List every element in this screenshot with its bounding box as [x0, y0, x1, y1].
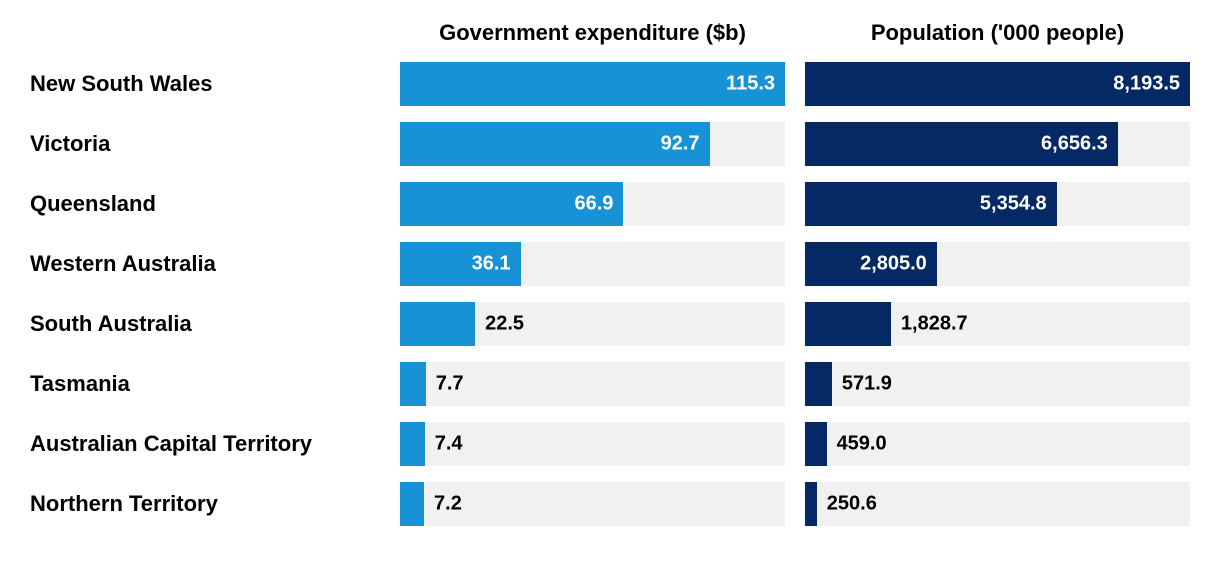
- series-header: Population ('000 people): [805, 20, 1190, 62]
- bar-fill: [400, 362, 426, 406]
- bar-fill: [805, 302, 891, 346]
- bar-value: 459.0: [837, 433, 887, 456]
- row-label: New South Wales: [30, 62, 380, 106]
- bar-value: 22.5: [485, 313, 524, 336]
- bar-value: 571.9: [842, 373, 892, 396]
- bar-value: 6,656.3: [1041, 133, 1118, 156]
- bar-value: 5,354.8: [980, 193, 1057, 216]
- bar-value: 7.7: [436, 373, 464, 396]
- row-label: South Australia: [30, 302, 380, 346]
- row-label: Northern Territory: [30, 482, 380, 526]
- bar-fill: [400, 482, 424, 526]
- bar-cell: 5,354.8: [805, 182, 1190, 226]
- bar-fill: [400, 302, 475, 346]
- bar-cell: 92.7: [400, 122, 785, 166]
- bar-fill: [805, 422, 827, 466]
- bar-value: 250.6: [827, 493, 877, 516]
- bar-cell: 8,193.5: [805, 62, 1190, 106]
- bar-cell: 7.4: [400, 422, 785, 466]
- bar-cell: 7.2: [400, 482, 785, 526]
- bar-cell: 571.9: [805, 362, 1190, 406]
- label-column-header: [30, 20, 380, 62]
- row-label: Victoria: [30, 122, 380, 166]
- bar-cell: 115.3: [400, 62, 785, 106]
- bar-value: 8,193.5: [1113, 73, 1190, 96]
- bar-cell: 66.9: [400, 182, 785, 226]
- bar-cell: 7.7: [400, 362, 785, 406]
- bar-value: 115.3: [726, 73, 785, 96]
- state-comparison-chart: Government expenditure ($b) Population ('…: [30, 20, 1190, 542]
- bar-cell: 36.1: [400, 242, 785, 286]
- bar-value: 7.2: [434, 493, 462, 516]
- row-label: Queensland: [30, 182, 380, 226]
- bar-value: 2,805.0: [860, 253, 937, 276]
- bar-cell: 250.6: [805, 482, 1190, 526]
- series-header: Government expenditure ($b): [400, 20, 785, 62]
- row-label: Western Australia: [30, 242, 380, 286]
- bar-cell: 459.0: [805, 422, 1190, 466]
- bar-value: 36.1: [472, 253, 521, 276]
- bar-cell: 1,828.7: [805, 302, 1190, 346]
- bar-value: 66.9: [574, 193, 623, 216]
- bar-fill: [400, 422, 425, 466]
- bar-fill: [805, 482, 817, 526]
- bar-value: 7.4: [435, 433, 463, 456]
- bar-cell: 22.5: [400, 302, 785, 346]
- bar-value: 1,828.7: [901, 313, 968, 336]
- row-label: Australian Capital Territory: [30, 422, 380, 466]
- bar-cell: 2,805.0: [805, 242, 1190, 286]
- bar-fill: [805, 362, 832, 406]
- bar-value: 92.7: [661, 133, 710, 156]
- bar-cell: 6,656.3: [805, 122, 1190, 166]
- row-label: Tasmania: [30, 362, 380, 406]
